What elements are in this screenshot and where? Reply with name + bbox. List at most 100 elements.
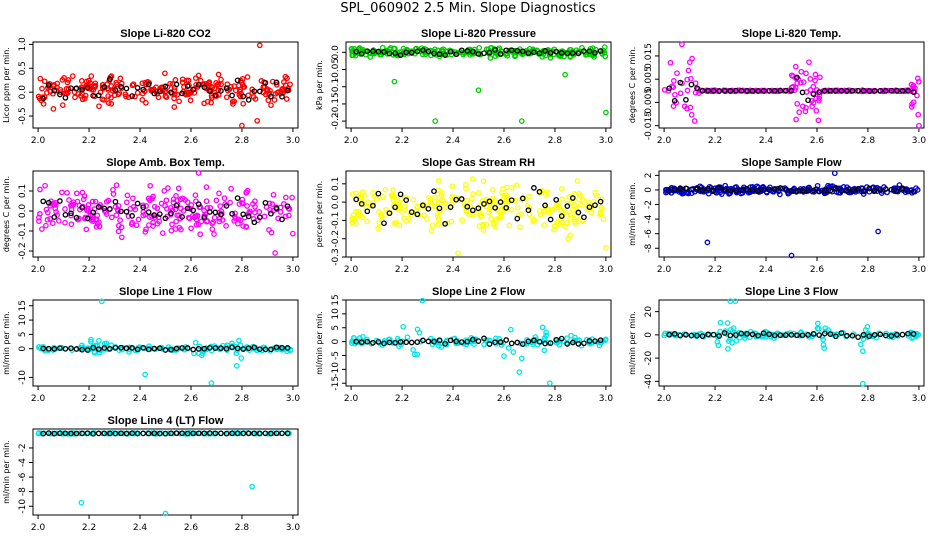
data-point-avg bbox=[206, 88, 213, 94]
data-point bbox=[483, 222, 490, 228]
data-point-avg bbox=[73, 214, 80, 221]
data-point-avg bbox=[597, 48, 604, 54]
data-point-avg bbox=[107, 430, 113, 437]
data-point bbox=[864, 323, 871, 330]
data-points bbox=[663, 170, 921, 259]
data-point bbox=[208, 99, 214, 106]
data-point bbox=[806, 59, 812, 66]
data-point bbox=[859, 348, 866, 354]
data-point-avg bbox=[212, 430, 219, 437]
x-tick-label: 2.6 bbox=[184, 136, 199, 146]
data-point bbox=[155, 214, 162, 221]
data-point bbox=[813, 107, 820, 114]
data-point-avg bbox=[508, 340, 515, 347]
data-point-avg bbox=[738, 187, 745, 193]
panel-title: Slope Amb. Box Temp. bbox=[106, 157, 225, 169]
data-point bbox=[579, 197, 586, 203]
data-point-avg bbox=[860, 87, 867, 94]
data-point bbox=[514, 204, 521, 211]
data-point bbox=[283, 96, 290, 102]
data-point-avg bbox=[425, 205, 432, 212]
data-point bbox=[883, 330, 889, 337]
data-point bbox=[213, 80, 219, 86]
data-point bbox=[96, 349, 103, 356]
x-tick-label: 2.2 bbox=[82, 265, 96, 275]
data-point bbox=[244, 203, 250, 209]
data-point-avg bbox=[118, 430, 124, 437]
data-point bbox=[129, 82, 136, 89]
data-point bbox=[478, 212, 485, 219]
data-point-avg bbox=[838, 330, 845, 336]
data-point-avg bbox=[364, 208, 371, 215]
data-point-avg bbox=[542, 340, 548, 347]
data-point-avg bbox=[408, 209, 415, 215]
data-point bbox=[272, 90, 279, 97]
data-point bbox=[488, 216, 494, 222]
data-point-avg bbox=[805, 187, 811, 194]
data-point-avg bbox=[162, 347, 169, 353]
data-point bbox=[780, 332, 786, 338]
data-point-avg bbox=[51, 430, 58, 437]
x-tick-label: 3.0 bbox=[599, 265, 614, 275]
y-tick-label: -0.05 bbox=[331, 58, 341, 81]
panel-2: Slope Li-820 Pressure kPa per min. 2.0 2.2 2… bbox=[315, 28, 613, 146]
data-point bbox=[807, 76, 814, 82]
data-point bbox=[49, 220, 56, 227]
data-point bbox=[125, 213, 132, 220]
y-tick-label: -8 bbox=[644, 243, 654, 252]
data-point bbox=[64, 189, 70, 196]
data-point-avg bbox=[256, 430, 263, 437]
y-axis-label: degrees C per min. bbox=[628, 47, 637, 123]
data-point-avg bbox=[727, 332, 734, 339]
data-point-avg bbox=[716, 88, 723, 94]
data-point-avg bbox=[453, 51, 460, 58]
data-point bbox=[592, 46, 599, 53]
data-point-avg bbox=[755, 187, 761, 194]
x-tick-label: 2.6 bbox=[810, 136, 825, 146]
y-tick-label: -5 bbox=[331, 351, 341, 360]
data-point bbox=[174, 201, 181, 208]
data-point-avg bbox=[173, 81, 180, 88]
data-point-avg bbox=[564, 203, 571, 209]
data-point bbox=[218, 81, 224, 88]
data-point bbox=[592, 189, 599, 196]
data-point-avg bbox=[519, 195, 526, 202]
data-point-avg bbox=[575, 209, 582, 216]
data-point-avg bbox=[156, 211, 163, 217]
x-tick-label: 3.0 bbox=[599, 394, 614, 404]
data-point bbox=[364, 218, 371, 225]
data-point bbox=[518, 355, 525, 362]
x-tick-label: 3.0 bbox=[599, 136, 614, 146]
data-point-avg bbox=[168, 89, 174, 96]
data-point bbox=[163, 94, 170, 100]
data-point bbox=[216, 190, 222, 197]
data-point-avg bbox=[531, 49, 537, 56]
data-point bbox=[516, 369, 523, 375]
data-point bbox=[208, 380, 215, 386]
data-point-avg bbox=[381, 340, 387, 347]
data-point bbox=[211, 214, 218, 221]
data-point bbox=[717, 328, 724, 335]
x-tick-label: 3.0 bbox=[912, 394, 927, 404]
data-point-avg bbox=[788, 332, 795, 338]
data-point-avg bbox=[279, 430, 285, 437]
data-point-avg bbox=[855, 185, 861, 192]
data-point-avg bbox=[547, 340, 554, 346]
data-point-avg bbox=[519, 48, 526, 55]
data-point bbox=[36, 214, 42, 221]
data-point-avg bbox=[447, 48, 454, 55]
data-point bbox=[378, 211, 385, 218]
data-point bbox=[350, 52, 357, 59]
data-point bbox=[350, 335, 357, 341]
data-point bbox=[576, 196, 582, 203]
data-point bbox=[855, 188, 862, 194]
data-point bbox=[724, 320, 731, 326]
data-point bbox=[270, 430, 277, 436]
data-point bbox=[53, 209, 59, 215]
data-point bbox=[391, 78, 398, 85]
data-point-avg bbox=[536, 188, 543, 195]
data-point bbox=[165, 185, 171, 191]
data-point bbox=[803, 70, 809, 77]
x-tick-label: 2.6 bbox=[497, 265, 512, 275]
